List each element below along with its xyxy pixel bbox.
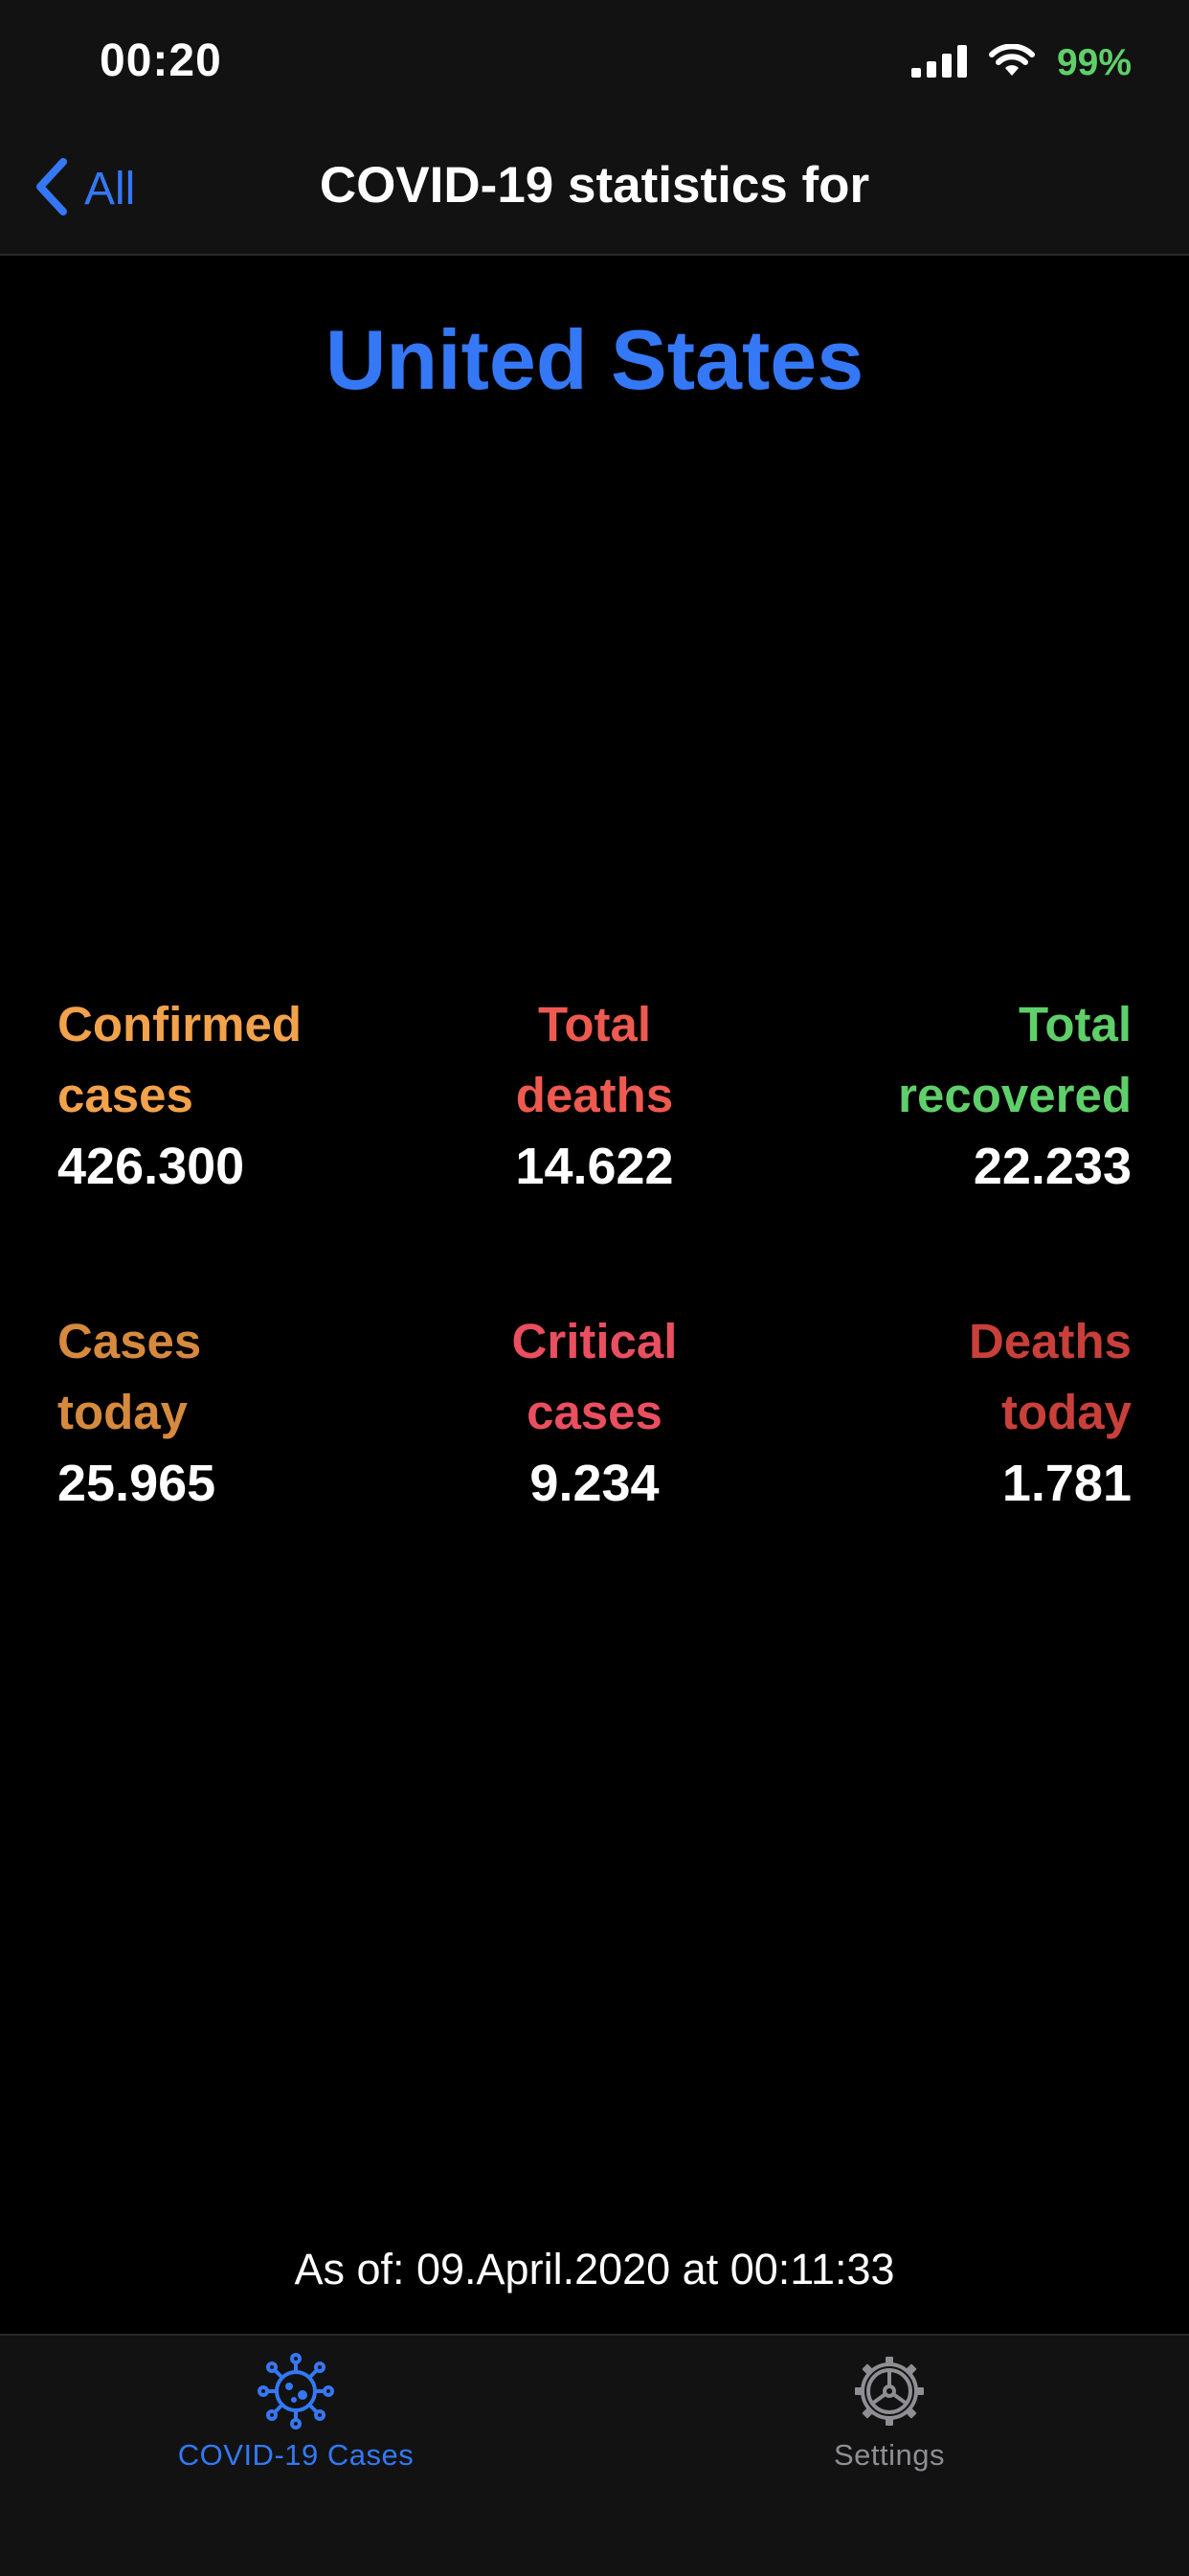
- stat-critical-cases: Critical cases 9.234: [432, 1306, 757, 1519]
- chevron-left-icon: [33, 156, 71, 222]
- stat-confirmed-cases: Confirmed cases 426.300: [57, 989, 383, 1202]
- stat-total-recovered: Total recovered 22.233: [806, 989, 1132, 1202]
- stat-label: Cases today: [57, 1314, 202, 1439]
- stat-label: Confirmed cases: [57, 997, 302, 1122]
- tab-bar: COVID-19 Cases: [0, 2334, 1189, 2576]
- tab-settings[interactable]: Settings: [688, 2353, 1090, 2473]
- back-label: All: [84, 164, 136, 215]
- status-bar: 00:20 99%: [0, 0, 1189, 127]
- country-name: United States: [325, 312, 864, 407]
- stat-deaths-today: Deaths today 1.781: [806, 1306, 1132, 1519]
- stat-value: 22.233: [973, 1138, 1132, 1195]
- stat-value: 1.781: [1001, 1455, 1132, 1512]
- stat-value: 9.234: [529, 1455, 660, 1512]
- status-indicators: 99%: [910, 42, 1132, 84]
- battery-percentage: 99%: [1056, 42, 1132, 83]
- back-button[interactable]: All: [33, 156, 135, 222]
- last-updated-text: As of: 09.April.2020 at 00:11:33: [294, 2245, 895, 2294]
- tab-label: COVID-19 Cases: [177, 2438, 415, 2472]
- stat-label: Total recovered: [898, 997, 1132, 1122]
- stat-value: 426.300: [57, 1138, 245, 1195]
- gear-icon: [688, 2353, 1090, 2434]
- stat-value: 14.622: [515, 1138, 674, 1195]
- navigation-bar: All COVID-19 statistics for: [0, 127, 1189, 256]
- wifi-icon: [988, 42, 1036, 83]
- stat-cases-today: Cases today 25.965: [57, 1306, 383, 1519]
- stat-value: 25.965: [57, 1455, 216, 1512]
- virus-icon: [95, 2353, 497, 2434]
- stat-label: Deaths today: [968, 1314, 1132, 1439]
- tab-label: Settings: [833, 2438, 945, 2472]
- tab-covid-cases[interactable]: COVID-19 Cases: [95, 2353, 497, 2473]
- stat-total-deaths: Total deaths 14.622: [432, 989, 757, 1202]
- page-title: COVID-19 statistics for: [319, 157, 870, 214]
- stat-label: Total deaths: [515, 997, 674, 1122]
- cellular-signal-icon: [910, 44, 967, 82]
- status-time: 00:20: [100, 35, 222, 86]
- stat-label: Critical cases: [511, 1314, 678, 1439]
